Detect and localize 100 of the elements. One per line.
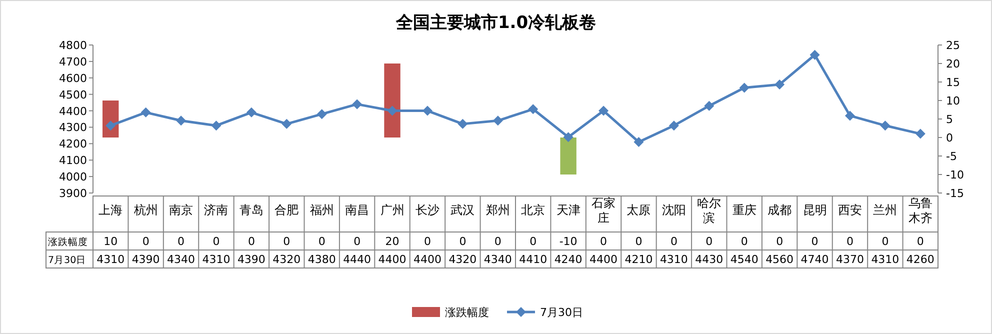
point [810, 50, 820, 60]
data-label: 0 [635, 235, 642, 248]
x-tick-label: 哈尔滨 [697, 196, 722, 225]
y-tick-label: 4500 [59, 88, 87, 102]
x-tick-label: 长沙 [415, 203, 440, 217]
data-label: 4410 [519, 253, 548, 266]
data-label: 4370 [836, 253, 864, 266]
x-tick-label: 重庆 [732, 203, 756, 217]
point [704, 100, 714, 111]
data-label: 4240 [554, 253, 582, 266]
data-label: 4260 [906, 253, 934, 266]
point [880, 120, 890, 131]
data-label: 4310 [871, 253, 900, 266]
data-label: 4740 [800, 253, 829, 266]
point [176, 116, 186, 126]
data-label: 0 [882, 235, 889, 248]
y2-tick-label: 0 [946, 132, 953, 144]
y2-tick-label: 5 [946, 113, 953, 126]
text: 7月30日 [48, 255, 86, 266]
y2-tick-label: -5 [946, 150, 957, 163]
point [668, 120, 679, 131]
data-label: 4310 [660, 253, 688, 266]
y-tick-label: 4400 [59, 104, 87, 118]
y-tick-label: 4600 [59, 72, 87, 85]
data-label: 0 [670, 235, 678, 248]
x-tick-label: 广州 [380, 203, 404, 217]
y-tick-label: 4700 [59, 55, 87, 68]
point [774, 79, 785, 90]
point [316, 109, 327, 120]
data-label: 0 [212, 235, 220, 248]
data-label: 4320 [272, 253, 301, 266]
x-tick-label: 合肥 [274, 203, 299, 217]
point [106, 120, 116, 131]
data-label: 4430 [695, 253, 724, 266]
y-tick-label: 4100 [59, 154, 87, 168]
text: 涨跌幅度 [48, 237, 88, 248]
data-label: 4560 [766, 253, 794, 266]
data-label: 4400 [378, 253, 406, 266]
y-tick-label: 4200 [59, 138, 87, 151]
point [563, 132, 574, 142]
bar [560, 138, 576, 174]
point [282, 118, 292, 129]
y-tick-label: 4300 [59, 121, 87, 134]
y-tick-label: 3900 [59, 187, 87, 200]
point [915, 128, 926, 139]
data-label: 0 [248, 235, 255, 248]
x-tick-label: 石家庄 [592, 196, 616, 225]
x-tick-label: 兰州 [873, 203, 898, 217]
x-tick-label: 上海 [98, 203, 123, 217]
data-label: 20 [385, 235, 400, 248]
data-label: 0 [354, 235, 361, 248]
data-label: 4340 [167, 253, 196, 266]
x-tick-label: 南京 [169, 203, 194, 217]
data-label: 0 [916, 235, 924, 248]
data-label: 0 [459, 235, 466, 248]
data-label: 4400 [590, 253, 618, 266]
y-tick-label: 4000 [59, 170, 87, 184]
point [598, 106, 609, 116]
data-label: 10 [104, 235, 118, 248]
point [634, 137, 644, 148]
bar [384, 64, 400, 138]
x-tick-label: 北京 [521, 203, 546, 217]
y2-tick-label: 25 [946, 39, 960, 52]
point [352, 99, 362, 110]
data-label: 4340 [484, 253, 512, 266]
data-label: 0 [142, 235, 150, 248]
x-tick-label: 郑州 [486, 203, 510, 217]
x-tick-label: 天津 [556, 203, 580, 217]
point [739, 82, 750, 93]
y2-tick-label: 15 [946, 76, 960, 89]
data-label: 0 [776, 235, 784, 248]
data-label: 4540 [730, 253, 758, 266]
x-tick-label: 青岛 [239, 203, 264, 217]
x-tick-label: 乌鲁木齐 [908, 196, 932, 225]
point [246, 107, 256, 118]
x-tick-label: 太原 [626, 203, 651, 217]
point [528, 104, 538, 114]
point [458, 118, 468, 129]
x-tick-label: 南昌 [345, 203, 370, 217]
data-label: 4400 [413, 253, 442, 266]
x-tick-label: 杭州 [132, 203, 158, 217]
legend-label: 涨跌幅度 [445, 306, 489, 319]
data-label: 0 [178, 235, 185, 248]
data-label: 0 [846, 235, 854, 248]
data-label: 4210 [624, 253, 653, 266]
x-tick-label: 沈阳 [662, 203, 686, 217]
y2-tick-label: 10 [946, 94, 960, 108]
data-label: 4440 [343, 253, 372, 266]
point [492, 116, 503, 126]
point [140, 107, 151, 118]
data-label: 0 [494, 235, 502, 248]
data-label: 0 [283, 235, 290, 248]
data-label: 4380 [308, 253, 336, 266]
data-label: 4310 [202, 253, 230, 266]
x-tick-label: 济南 [204, 203, 228, 217]
data-label: 0 [530, 235, 537, 248]
point [422, 106, 432, 116]
y2-tick-label: -10 [946, 168, 964, 182]
legend-label: 7月30日 [540, 306, 583, 319]
data-label: 0 [424, 235, 431, 248]
